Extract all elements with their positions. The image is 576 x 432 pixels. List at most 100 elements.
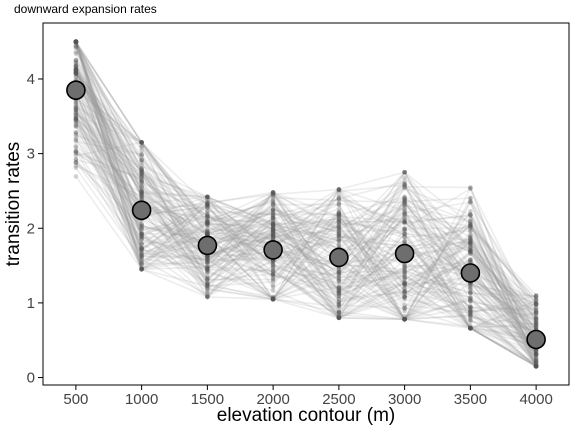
sample-point: [468, 198, 473, 204]
sample-point: [139, 265, 144, 270]
sample-point: [402, 202, 407, 208]
sample-point: [205, 254, 210, 259]
sample-line: [75, 45, 537, 320]
sample-point: [139, 267, 144, 272]
sample-point: [468, 235, 473, 241]
sample-point: [139, 165, 144, 171]
sample-point: [533, 352, 539, 358]
sample-point: [205, 276, 210, 281]
sample-point: [336, 285, 342, 291]
sample-point: [336, 277, 342, 283]
sample-point: [270, 235, 276, 241]
sample-point: [533, 364, 539, 369]
sample-point: [468, 242, 473, 247]
sample-point: [402, 273, 407, 279]
sample-line: [75, 41, 537, 352]
sample-point: [468, 236, 473, 242]
sample-point: [270, 259, 276, 265]
sample-point: [205, 254, 210, 259]
sample-point: [336, 273, 342, 278]
sample-point: [205, 212, 210, 217]
sample-point: [402, 306, 407, 311]
sample-point: [468, 298, 473, 304]
sample-point: [139, 184, 144, 190]
sample-point: [73, 39, 79, 44]
sample-line: [75, 84, 537, 315]
sample-point: [468, 222, 473, 228]
sample-point: [270, 190, 276, 195]
sample-point: [139, 242, 144, 248]
sample-point: [468, 248, 473, 253]
sample-point: [205, 222, 210, 228]
sample-point: [533, 293, 539, 298]
sample-point: [270, 190, 276, 196]
sample-point: [139, 168, 144, 173]
sample-point: [139, 192, 144, 197]
sample-point: [468, 224, 473, 229]
sample-point: [205, 220, 210, 225]
sample-point: [533, 315, 539, 321]
sample-point: [205, 294, 210, 300]
sample-point: [402, 283, 407, 288]
sample-point: [336, 225, 342, 230]
sample-point: [336, 302, 342, 307]
sample-point: [139, 196, 144, 201]
sample-point: [270, 202, 276, 207]
sample-point: [336, 210, 342, 215]
sample-point: [336, 209, 342, 214]
sample-point: [336, 222, 342, 227]
sample-point: [205, 294, 210, 300]
sample-point: [205, 232, 210, 237]
sample-point: [468, 229, 473, 234]
sample-point: [139, 174, 144, 179]
sample-point: [468, 236, 473, 242]
sample-point: [402, 170, 407, 175]
sample-point: [336, 315, 342, 321]
sample-point: [73, 39, 79, 44]
sample-point: [533, 353, 539, 359]
sample-point: [73, 66, 79, 72]
sample-point: [402, 182, 407, 188]
sample-point: [73, 143, 79, 149]
sample-line: [75, 109, 537, 334]
sample-line: [75, 69, 537, 311]
sample-point: [73, 39, 79, 44]
sample-point: [402, 170, 407, 175]
sample-line: [75, 73, 537, 342]
sample-line: [75, 75, 537, 330]
sample-point: [468, 286, 473, 291]
sample-line: [75, 141, 537, 367]
sample-point: [270, 258, 276, 264]
sample-point: [468, 290, 473, 296]
sample-point: [468, 245, 473, 250]
sample-point: [270, 221, 276, 227]
sample-point: [533, 293, 539, 299]
sample-point: [73, 63, 79, 68]
sample-point: [533, 300, 539, 306]
mean-point: [526, 329, 546, 350]
sample-line: [75, 88, 537, 367]
sample-point: [205, 276, 210, 281]
sample-point: [402, 285, 407, 290]
sample-point: [336, 231, 342, 237]
sample-point: [205, 270, 210, 275]
sample-line: [75, 70, 537, 367]
sample-point: [139, 267, 144, 272]
sample-line: [75, 118, 537, 355]
sample-point: [205, 254, 210, 259]
sample-point: [139, 188, 144, 193]
sample-point: [73, 40, 79, 46]
sample-point: [205, 218, 210, 223]
sample-point: [336, 315, 342, 321]
y-tick-label: 1: [27, 295, 35, 312]
sample-line: [75, 82, 537, 367]
sample-point: [402, 235, 407, 240]
sample-point: [73, 39, 79, 44]
sample-point: [205, 232, 210, 237]
sample-point: [402, 289, 407, 294]
sample-point: [533, 360, 539, 366]
sample-point: [205, 228, 210, 234]
sample-point: [533, 305, 539, 311]
sample-point: [468, 295, 473, 301]
sample-point: [139, 267, 144, 272]
